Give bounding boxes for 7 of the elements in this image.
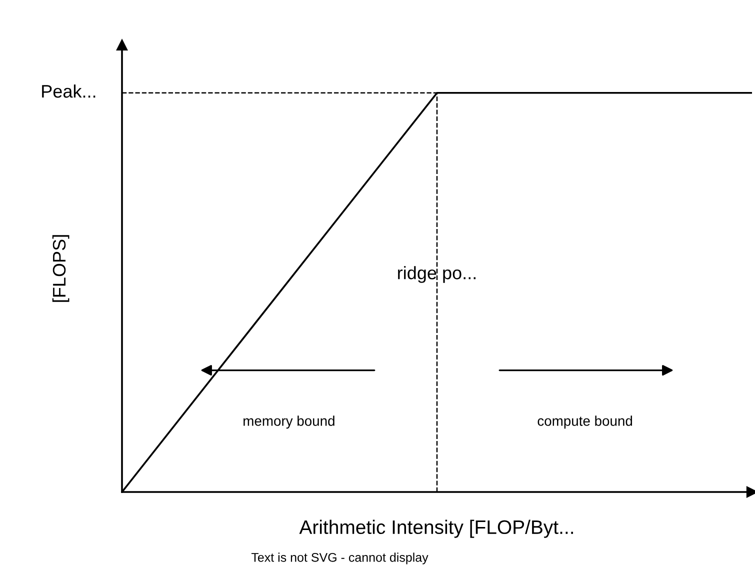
y-axis-title: [FLOPS]: [52, 235, 70, 302]
annotation: memory bound: [244, 416, 334, 429]
annotation: ridge po...: [398, 266, 476, 283]
annotation: compute bound: [538, 416, 632, 429]
x-axis-title: Arithmetic Intensity [FLOP/Byt...: [299, 520, 573, 538]
ref-line-label: Peak...: [42, 84, 96, 98]
text: Text is not SVG - cannot display: [251, 552, 428, 564]
